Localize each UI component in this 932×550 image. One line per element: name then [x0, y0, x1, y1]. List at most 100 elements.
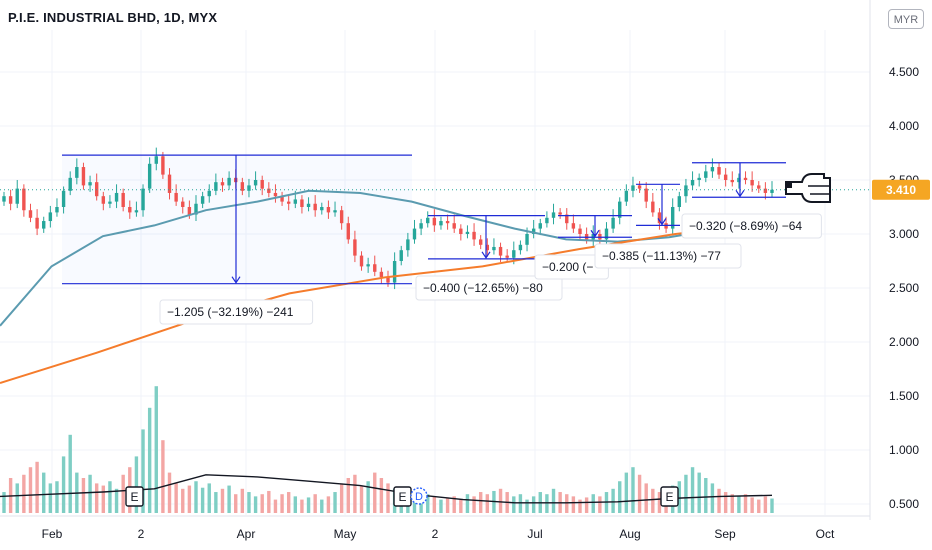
- candle-body: [220, 182, 225, 186]
- price-tick-label: 4.000: [889, 119, 919, 133]
- candle-body: [101, 196, 106, 204]
- candle-body: [651, 201, 655, 213]
- volume-bar: [61, 456, 66, 513]
- candle-body: [757, 185, 761, 189]
- candle-body: [730, 180, 734, 183]
- earnings-e-icon: [125, 486, 144, 507]
- volume-bar: [730, 494, 734, 513]
- volume-bar: [247, 492, 251, 513]
- time-tick-label: Jul: [527, 527, 542, 541]
- volume-bar: [200, 487, 205, 513]
- volume-bar: [512, 496, 516, 513]
- dividend-d-label: D: [415, 491, 423, 503]
- candle-body: [485, 244, 490, 251]
- volume-bar: [366, 481, 370, 513]
- price-tick-label: 3.000: [889, 227, 919, 241]
- volume-bar: [432, 496, 437, 513]
- candle-body: [2, 196, 6, 202]
- volume-bar: [611, 488, 615, 513]
- candle-body: [181, 201, 185, 207]
- candle-body: [35, 217, 39, 229]
- volume-bar: [214, 492, 218, 513]
- price-tick-label: 1.500: [889, 389, 919, 403]
- candle-body: [604, 228, 609, 240]
- candle-body: [531, 228, 536, 234]
- volume-bar: [101, 485, 106, 513]
- volume-bar: [618, 481, 622, 513]
- candle-body: [68, 177, 72, 191]
- volume-bar: [459, 499, 463, 513]
- currency-button[interactable]: MYR: [888, 9, 924, 29]
- candle-body: [15, 188, 19, 204]
- candle-body: [48, 212, 53, 222]
- candle-body: [379, 271, 384, 278]
- volume-bar: [293, 496, 298, 513]
- volume-bar: [333, 492, 337, 513]
- candle-body: [512, 250, 516, 258]
- volume-bar: [339, 483, 344, 513]
- volume-bar: [591, 494, 595, 513]
- candle-body: [426, 217, 430, 224]
- candle-body: [710, 167, 715, 172]
- volume-bar: [452, 496, 456, 513]
- hand-outline: [785, 173, 831, 203]
- volume-bar: [353, 474, 357, 513]
- candle-body: [399, 250, 403, 261]
- candle-body: [260, 180, 264, 189]
- hand-tip: [786, 182, 792, 188]
- candle-body: [763, 188, 768, 193]
- earnings-e-label: E: [130, 490, 138, 504]
- candle-body: [200, 196, 205, 204]
- candle-body: [723, 174, 728, 180]
- volume-bar: [346, 478, 350, 513]
- volume-bar: [320, 499, 324, 513]
- volume-bar: [551, 488, 556, 513]
- candle-body: [28, 210, 33, 218]
- volume-bar: [253, 496, 258, 513]
- volume-bar: [114, 488, 119, 513]
- volume-bar: [498, 488, 503, 513]
- candle-body: [267, 188, 271, 193]
- volume-bar: [373, 472, 377, 513]
- candle-body: [743, 177, 748, 180]
- candle-body: [737, 177, 741, 183]
- candle-body: [618, 201, 622, 218]
- candle-body: [670, 207, 675, 229]
- price-tick-label: 0.500: [889, 497, 919, 511]
- volume-bar: [677, 481, 682, 513]
- volume-bar: [690, 467, 695, 513]
- volume-bar: [472, 496, 476, 513]
- candle-body: [320, 207, 324, 211]
- volume-bar: [134, 456, 139, 513]
- candle-body: [704, 171, 708, 178]
- volume-bar: [637, 474, 642, 513]
- candle-body: [134, 210, 139, 213]
- candle-body: [346, 223, 350, 240]
- candle-body: [167, 174, 172, 193]
- candle-body: [452, 223, 456, 229]
- volume-bar: [763, 496, 768, 513]
- candle-body: [558, 212, 562, 215]
- volume-bar: [15, 483, 19, 513]
- volume-bar: [234, 494, 238, 513]
- candle-body: [313, 203, 317, 211]
- volume-bar: [565, 494, 569, 513]
- measure-label: −0.400 (−12.65%) −80: [423, 281, 543, 295]
- candle-body: [644, 188, 648, 202]
- earnings-e-icon: [393, 486, 412, 507]
- volume-bar: [326, 496, 331, 513]
- candle-body: [293, 199, 298, 204]
- volume-bar: [426, 494, 430, 513]
- candle-body: [657, 212, 662, 224]
- candle-body: [412, 228, 417, 240]
- candle-body: [505, 255, 509, 258]
- volume-bar: [631, 467, 635, 513]
- candle-body: [406, 239, 410, 251]
- candle-body: [578, 228, 582, 234]
- volume-bar: [88, 474, 92, 513]
- volume-bar: [154, 386, 158, 513]
- measure-label: −0.385 (−11.13%) −77: [602, 249, 721, 263]
- candle-body: [518, 244, 523, 251]
- candle-body: [326, 207, 331, 213]
